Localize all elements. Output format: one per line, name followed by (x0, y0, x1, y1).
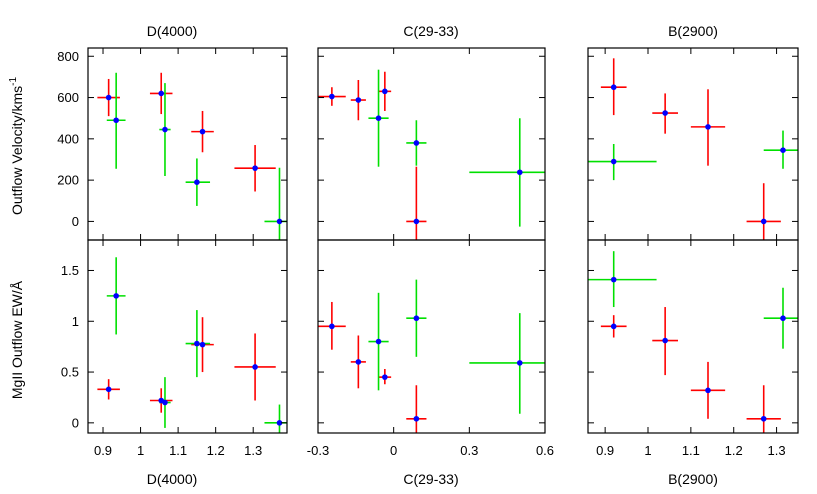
data-point-green-0 (113, 117, 119, 124)
xlabel-col-0: D(4000) (147, 471, 198, 487)
panel-frame (317, 47, 546, 241)
data-point-green-2 (194, 340, 200, 347)
panel-data (97, 257, 287, 433)
data-point-red-2 (199, 128, 206, 135)
data-point-red-0 (610, 84, 617, 91)
y-tick-label: 0 (72, 415, 79, 430)
y-tick-label: 800 (57, 49, 79, 64)
data-point-red-3 (252, 364, 258, 370)
data-point-green-3 (276, 420, 283, 426)
data-point-green-2 (516, 360, 523, 366)
x-tick-label: 1.3 (768, 443, 786, 458)
data-point-green-2 (194, 179, 200, 185)
data-point-red-2 (199, 341, 206, 348)
data-point-red-2 (705, 387, 711, 394)
x-tick-label: 1.2 (207, 443, 225, 458)
y-tick-label: 400 (57, 131, 79, 146)
panel-r0-c1 (317, 47, 546, 241)
y-tick-label: 0.5 (61, 365, 79, 380)
ylabel-row-1: MgII Outflow EW/Å (9, 280, 25, 399)
panel-r0-c0: 0 200 400 600 800 (57, 47, 288, 241)
xlabel-col-1: C(29-33) (403, 471, 458, 487)
title-col-2: B(2900) (668, 23, 718, 39)
y-tick-label: 1 (72, 314, 79, 329)
data-point-red-1 (662, 337, 668, 344)
data-point-green-1 (413, 315, 420, 322)
y-tick-label: 0 (72, 214, 79, 229)
panel-data (318, 69, 545, 240)
data-point-green-1 (162, 399, 168, 406)
data-point-red-1 (662, 110, 668, 116)
panel-frame (87, 239, 288, 434)
y-tick-label: 1.5 (61, 263, 79, 278)
data-point-red-2 (382, 88, 388, 95)
data-point-red-3 (252, 165, 258, 171)
x-tick-label: 0.9 (94, 443, 112, 458)
x-tick-label: 0.3 (460, 443, 478, 458)
panel-r1-c2: 0.9 1 1.1 1.2 1.3 (587, 239, 799, 458)
ylabel-row-0-text: Outflow Velocity/kms (9, 86, 25, 215)
data-point-red-3 (760, 218, 767, 225)
x-tick-label: 0.6 (536, 443, 554, 458)
data-point-green-0 (375, 338, 382, 345)
data-point-red-1 (355, 359, 362, 365)
panel-data (318, 279, 545, 433)
x-tick-label: 1.1 (682, 443, 700, 458)
title-col-0: D(4000) (147, 23, 198, 39)
panel-r1-c0: 0.9 1 1.1 1.2 1.3 0 0.5 1 1.5 (61, 239, 288, 458)
data-point-red-1 (158, 90, 165, 97)
data-point-green-0 (113, 293, 119, 299)
panel-frame (317, 239, 546, 434)
data-point-red-2 (705, 124, 711, 130)
data-point-green-2 (516, 169, 523, 176)
panel-data (97, 72, 287, 240)
panel-r0-c2 (587, 47, 799, 241)
title-col-1: C(29-33) (403, 23, 458, 39)
panel-frame (87, 47, 288, 241)
data-point-green-0 (610, 158, 617, 165)
data-point-red-1 (355, 97, 362, 103)
data-point-red-2 (382, 374, 388, 380)
xlabel-col-2: B(2900) (668, 471, 718, 487)
data-point-green-3 (276, 218, 283, 225)
data-point-red-0 (105, 386, 112, 393)
x-tick-label: -0.3 (307, 443, 329, 458)
data-point-green-1 (413, 140, 420, 146)
ylabel-row-0: Outflow Velocity/kms-1 (8, 77, 25, 215)
data-point-red-0 (329, 93, 335, 100)
data-point-red-3 (760, 415, 767, 422)
x-tick-label: 1.1 (169, 443, 187, 458)
data-point-red-0 (610, 323, 617, 330)
panel-data (588, 58, 798, 240)
y-tick-label: 600 (57, 90, 79, 105)
data-point-green-1 (780, 147, 786, 153)
data-point-green-1 (780, 315, 786, 322)
panel-r1-c1: -0.3 0 0.3 0.6 (307, 239, 554, 458)
ylabel-row-0-sup: -1 (8, 77, 19, 86)
data-point-green-0 (610, 276, 617, 283)
data-point-green-0 (375, 115, 382, 121)
data-point-red-3 (413, 218, 420, 225)
x-tick-label: 1 (644, 443, 651, 458)
data-point-red-0 (329, 323, 335, 330)
x-tick-label: 1.2 (725, 443, 743, 458)
x-tick-label: 1 (137, 443, 144, 458)
panel-data (588, 251, 798, 433)
data-point-red-0 (105, 94, 112, 101)
x-tick-label: 1.3 (244, 443, 262, 458)
x-tick-label: 0 (390, 443, 397, 458)
panel-frame (587, 47, 799, 241)
panel-frame (587, 239, 799, 434)
data-point-green-1 (162, 126, 168, 133)
data-point-red-3 (413, 415, 420, 422)
x-tick-label: 0.9 (596, 443, 614, 458)
y-tick-label: 200 (57, 173, 79, 188)
